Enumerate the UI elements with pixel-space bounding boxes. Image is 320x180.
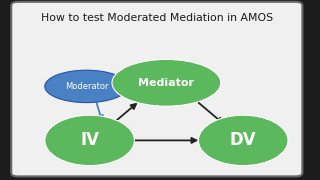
Ellipse shape	[45, 115, 134, 166]
Text: IV: IV	[80, 131, 99, 149]
Text: Moderator: Moderator	[65, 82, 108, 91]
Text: Mediator: Mediator	[139, 78, 195, 88]
Text: How to test Moderated Mediation in AMOS: How to test Moderated Mediation in AMOS	[41, 13, 273, 23]
Ellipse shape	[45, 70, 128, 103]
Text: DV: DV	[230, 131, 257, 149]
Ellipse shape	[112, 59, 221, 106]
FancyBboxPatch shape	[11, 2, 302, 176]
Ellipse shape	[198, 115, 288, 166]
